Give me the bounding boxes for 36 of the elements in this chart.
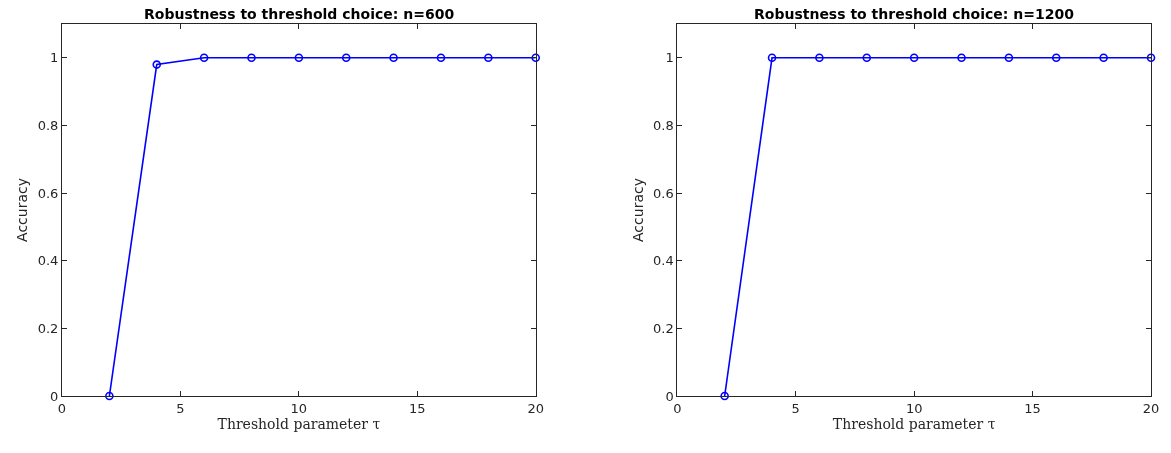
x-tick-label: 15: [1024, 400, 1041, 416]
chart-title: Robustness to threshold choice: n=600: [144, 6, 455, 22]
point: [484, 53, 493, 63]
y-tick-label: 0.4: [653, 253, 674, 269]
point: [247, 53, 256, 63]
y-tick-label: 1: [50, 50, 59, 66]
y-tick-label: 0.2: [37, 320, 59, 336]
point: [294, 53, 304, 63]
point: [199, 53, 209, 63]
point: [341, 53, 351, 63]
chart-title: Robustness to threshold choice: n=1200: [754, 6, 1075, 22]
y-tick-label: 0.4: [37, 253, 59, 269]
point: [389, 53, 398, 63]
y-tick-label: 0.6: [653, 185, 674, 201]
x-axis-title: Threshold parameter τ: [217, 415, 381, 432]
point: [152, 60, 162, 69]
y-axis-title: Accuracy: [14, 178, 31, 242]
point: [105, 391, 114, 401]
y-tick-label: 0.2: [653, 320, 674, 336]
y-tick-label: 0: [50, 388, 59, 404]
y-axis-title: Accuracy: [629, 178, 646, 242]
x-tick-label: 15: [409, 400, 426, 416]
x-tick-label: 5: [791, 400, 800, 416]
y-tick-label: 0.8: [37, 118, 59, 133]
x-tick-label: 20: [1142, 400, 1160, 416]
y-tick-label: 0.6: [37, 185, 59, 201]
y-tick-label: 1: [665, 50, 674, 66]
x-tick-label: 10: [290, 400, 308, 416]
y-tick-label: 0.8: [653, 118, 674, 133]
point: [531, 53, 541, 63]
x-tick-label: 5: [176, 400, 185, 416]
y-tick-label: 0: [665, 388, 674, 404]
x-axis-title: Threshold parameter τ: [832, 415, 996, 432]
point: [436, 53, 446, 63]
x-tick-label: 20: [527, 400, 544, 416]
x-tick-label: 10: [905, 400, 923, 416]
